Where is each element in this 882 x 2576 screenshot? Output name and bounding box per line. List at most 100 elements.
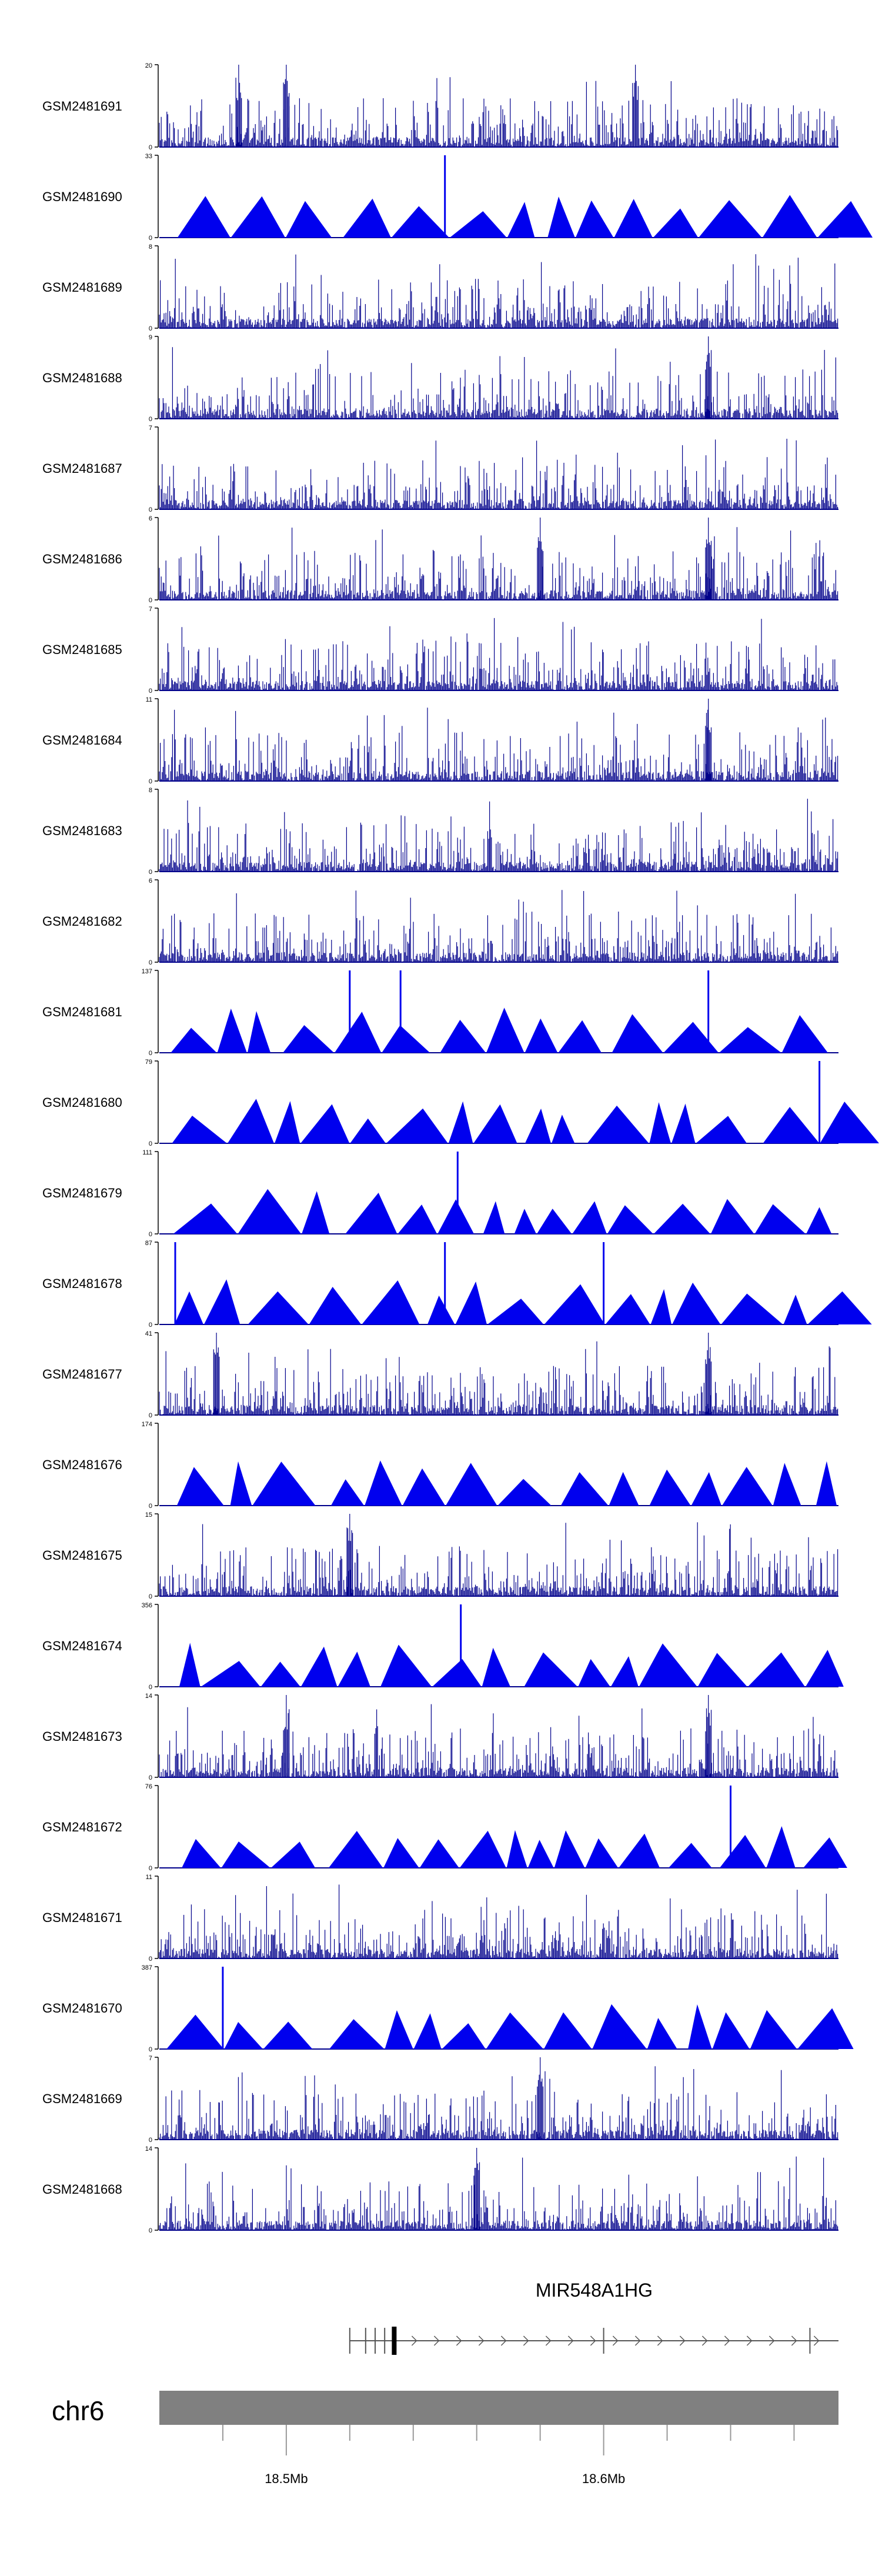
signal-peak — [547, 196, 575, 238]
chromosome-ideogram — [159, 2391, 838, 2425]
signal-peak — [330, 1479, 365, 1506]
signal-peak — [427, 1295, 455, 1324]
signal-peak — [228, 1099, 274, 1143]
signal-peak — [797, 2008, 854, 2049]
signal-peak — [612, 1014, 663, 1053]
signal-bars — [159, 618, 838, 690]
y-tick-label: 20 — [145, 62, 152, 69]
signal-peak — [537, 1209, 572, 1234]
signal-bars — [159, 518, 838, 600]
signal-peak — [166, 2014, 224, 2049]
signal-peak — [300, 1646, 338, 1687]
signal-bars — [159, 1884, 838, 1958]
y-tick-label: 174 — [142, 1421, 152, 1428]
signal-peak — [754, 1204, 806, 1234]
y-tick-label: 0 — [149, 416, 152, 423]
signal-peak — [385, 2010, 413, 2049]
signal-bars — [159, 799, 838, 872]
signal-peak — [386, 1108, 448, 1143]
signal-peak — [437, 1199, 475, 1234]
signal-peak — [783, 1294, 807, 1324]
y-tick-label: 0 — [149, 1503, 152, 1510]
signal-peak — [671, 1103, 696, 1143]
signal-peak — [592, 2004, 647, 2049]
signal-bars — [159, 1514, 838, 1596]
signal-peak — [350, 1118, 386, 1143]
signal-peak — [697, 1653, 747, 1687]
signal-peak — [544, 1284, 605, 1324]
signal-peak — [345, 1193, 397, 1234]
track-label: GSM2481675 — [42, 1548, 122, 1563]
signal-peak — [217, 1008, 247, 1053]
signal-peak — [647, 2018, 677, 2049]
signal-peak — [575, 200, 614, 238]
y-tick-label: 0 — [149, 778, 152, 785]
track-label: GSM2481685 — [42, 642, 122, 657]
y-tick-label: 0 — [149, 1231, 152, 1238]
signal-bars — [159, 2057, 838, 2140]
signal-peak — [554, 1830, 585, 1868]
signal-peak — [773, 1463, 801, 1506]
signal-peak — [182, 1838, 221, 1868]
y-tick-label: 387 — [142, 1964, 152, 1971]
track-label: GSM2481669 — [42, 2091, 122, 2106]
signal-peak — [455, 1282, 487, 1324]
signal-peak — [763, 1107, 820, 1143]
y-tick-label: 6 — [149, 515, 152, 522]
signal-peak — [558, 1020, 602, 1053]
y-tick-label: 0 — [149, 325, 152, 332]
y-tick-label: 7 — [149, 425, 152, 432]
signal-peak — [177, 196, 230, 238]
signal-bars — [159, 1333, 838, 1415]
y-tick-label: 0 — [149, 959, 152, 966]
track-label: GSM2481680 — [42, 1095, 122, 1110]
signal-peak — [506, 1830, 527, 1868]
signal-peak — [719, 1835, 766, 1868]
signal-peak — [329, 2019, 385, 2049]
y-tick-label: 0 — [149, 597, 152, 604]
signal-peak — [820, 1102, 879, 1143]
signal-peak — [497, 1479, 552, 1506]
track-label: GSM2481686 — [42, 552, 122, 566]
track-label: GSM2481674 — [42, 1639, 122, 1653]
signal-peak — [817, 201, 873, 238]
y-tick-label: 0 — [149, 1865, 152, 1872]
signal-peak — [449, 211, 507, 238]
signal-peak — [585, 1838, 619, 1868]
y-tick-label: 0 — [149, 144, 152, 151]
signal-peak — [712, 2012, 750, 2049]
signal-spike — [174, 1242, 605, 1324]
signal-peak — [750, 2010, 797, 2049]
track-label: GSM2481687 — [42, 461, 122, 476]
signal-peak — [710, 1199, 754, 1234]
signal-peak — [669, 1843, 712, 1868]
signal-peak — [639, 1643, 697, 1687]
signal-bars — [159, 254, 838, 328]
signal-bars — [159, 439, 838, 509]
gene-name: MIR548A1HG — [536, 2280, 653, 2301]
track-label: GSM2481688 — [42, 371, 122, 385]
y-tick-label: 0 — [149, 1956, 152, 1963]
track-label: GSM2481673 — [42, 1729, 122, 1744]
signal-peak — [524, 1652, 578, 1687]
y-tick-label: 0 — [149, 1322, 152, 1329]
signal-peak — [544, 2012, 592, 2049]
signal-peak — [248, 1291, 309, 1324]
y-tick-label: 0 — [149, 1050, 152, 1057]
signal-peak — [446, 1463, 497, 1506]
y-tick-label: 0 — [149, 1774, 152, 1781]
signal-peak — [653, 1203, 710, 1234]
signal-bars — [159, 65, 838, 147]
signal-peak — [614, 199, 653, 238]
signal-peak — [221, 1841, 270, 1868]
signal-peak — [524, 1108, 551, 1143]
signal-bars — [159, 2148, 838, 2230]
signal-peak — [172, 1116, 227, 1143]
y-tick-label: 6 — [149, 877, 152, 885]
signal-peak — [448, 1101, 473, 1143]
signal-peak — [380, 1644, 432, 1687]
signal-peak — [174, 1291, 203, 1324]
signal-peak — [722, 1467, 773, 1506]
y-tick-label: 0 — [149, 2046, 152, 2053]
